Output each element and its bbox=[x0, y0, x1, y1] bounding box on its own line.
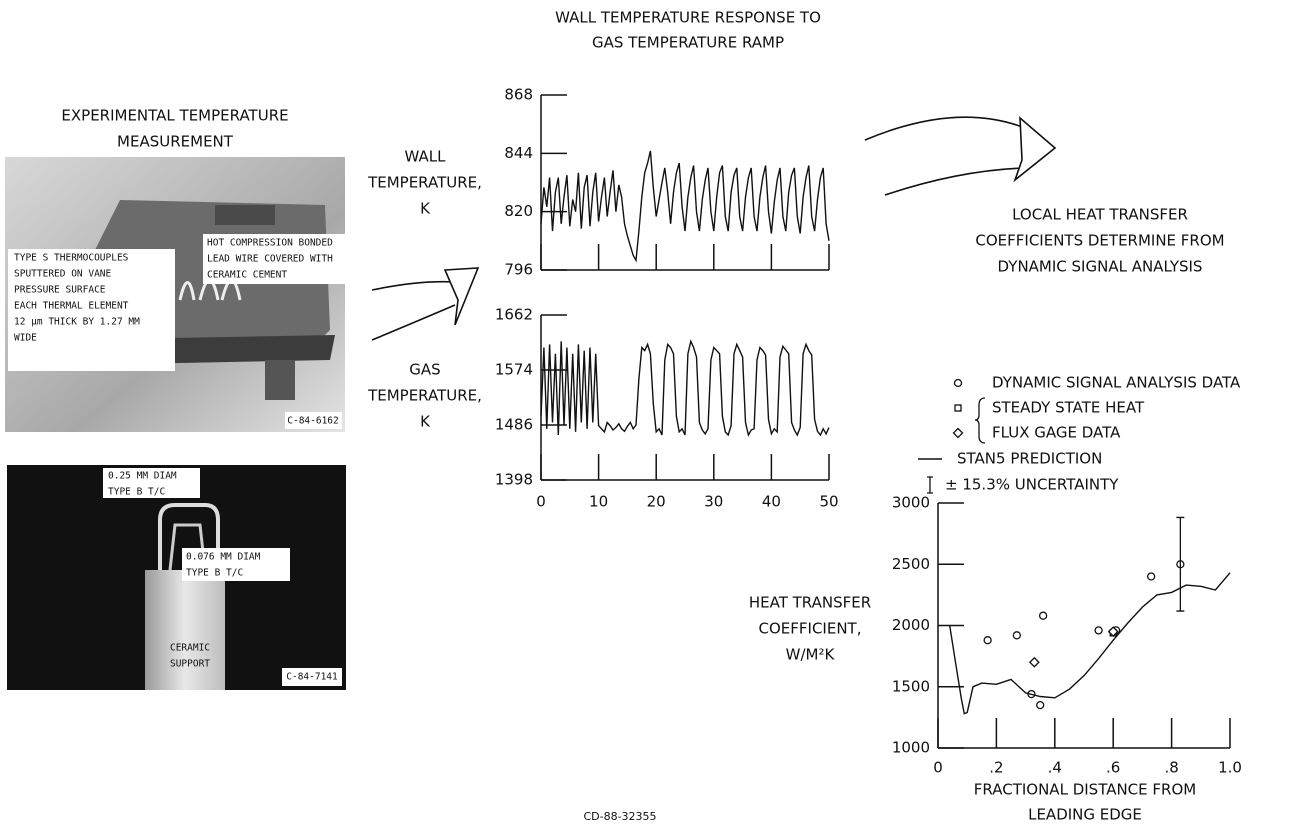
data-line bbox=[541, 151, 829, 260]
photo-label: SPUTTERED ON VANE bbox=[14, 269, 112, 280]
photo-label: 12 μm THICK BY 1.27 MM bbox=[14, 317, 140, 328]
marker-circle bbox=[984, 637, 991, 644]
y-axis-label: K bbox=[420, 200, 431, 218]
y-tick-label: 2000 bbox=[892, 616, 930, 634]
photo-label: LEAD WIRE COVERED WITH bbox=[207, 254, 333, 265]
y-tick-label: 1486 bbox=[495, 416, 533, 434]
y-axis-label: WALL bbox=[405, 148, 447, 166]
x-tick-label: 40 bbox=[762, 493, 781, 511]
figure: EXPERIMENTAL TEMPERATURE MEASUREMENT LOCAL… bbox=[0, 0, 1293, 827]
panel-title: EXPERIMENTAL TEMPERATURE bbox=[61, 107, 288, 125]
y-axis-label: K bbox=[420, 413, 431, 431]
photo-label: PRESSURE SURFACE bbox=[14, 285, 106, 296]
panel-title: MEASUREMENT bbox=[117, 133, 234, 151]
note: DYNAMIC SIGNAL ANALYSIS bbox=[998, 258, 1203, 276]
photo-label: TYPE S THERMOCOUPLES bbox=[14, 253, 129, 264]
photo-label: TYPE B T/C bbox=[108, 487, 165, 498]
marker-circle bbox=[1148, 573, 1155, 580]
photo-label: CERAMIC CEMENT bbox=[207, 270, 287, 281]
y-tick-label: 868 bbox=[504, 86, 533, 104]
y-axis-label: W/M²K bbox=[786, 646, 836, 664]
x-tick-label: 30 bbox=[704, 493, 723, 511]
y-tick-label: 820 bbox=[504, 202, 533, 220]
x-tick-label: .6 bbox=[1106, 759, 1120, 777]
marker-circle bbox=[1037, 702, 1044, 709]
photo-label: 0.076 MM DIAM bbox=[186, 552, 261, 563]
legend-label: STEADY STATE HEAT bbox=[992, 399, 1145, 417]
note: LOCAL HEAT TRANSFER bbox=[1012, 206, 1188, 224]
y-tick-label: 1500 bbox=[892, 677, 930, 695]
y-tick-label: 1662 bbox=[495, 306, 533, 324]
legend-label: FLUX GAGE DATA bbox=[992, 424, 1121, 442]
legend-label: STAN5 PREDICTION bbox=[957, 450, 1102, 468]
y-tick-label: 1398 bbox=[495, 471, 533, 489]
x-axis-label: FRACTIONAL DISTANCE FROM bbox=[974, 781, 1196, 799]
figure-id: CD-88-32355 bbox=[583, 810, 656, 823]
y-tick-label: 1000 bbox=[892, 739, 930, 757]
x-tick-label: 10 bbox=[589, 493, 608, 511]
photo-id: C-84-7141 bbox=[286, 672, 338, 683]
y-axis-label: TEMPERATURE, bbox=[367, 387, 482, 405]
legend-label: DYNAMIC SIGNAL ANALYSIS DATA bbox=[992, 374, 1241, 392]
y-axis-label: TEMPERATURE, bbox=[367, 174, 482, 192]
legend-symbol bbox=[954, 429, 963, 438]
marker-circle bbox=[1013, 632, 1020, 639]
chart-title: GAS TEMPERATURE RAMP bbox=[592, 34, 784, 52]
x-tick-label: 0 bbox=[933, 759, 943, 777]
photo-thermocouple bbox=[7, 465, 346, 690]
marker-circle bbox=[1095, 627, 1102, 634]
photo-id: C-84-6162 bbox=[287, 416, 338, 427]
x-tick-label: .8 bbox=[1164, 759, 1178, 777]
y-axis-label: HEAT TRANSFER bbox=[749, 594, 871, 612]
y-tick-label: 3000 bbox=[892, 494, 930, 512]
y-tick-label: 844 bbox=[504, 144, 533, 162]
y-tick-label: 1574 bbox=[495, 361, 533, 379]
x-tick-label: 50 bbox=[819, 493, 838, 511]
x-tick-label: .2 bbox=[989, 759, 1003, 777]
chart-title: WALL TEMPERATURE RESPONSE TO bbox=[555, 9, 821, 27]
photo-label: EACH THERMAL ELEMENT bbox=[14, 301, 129, 312]
legend-symbol bbox=[955, 380, 962, 387]
legend-brace bbox=[975, 398, 985, 443]
x-tick-label: 20 bbox=[647, 493, 666, 511]
legend-label: ± 15.3% UNCERTAINTY bbox=[945, 476, 1119, 494]
legend-symbol bbox=[955, 405, 961, 411]
photo-label: HOT COMPRESSION BONDED bbox=[207, 238, 333, 249]
note: COEFFICIENTS DETERMINE FROM bbox=[975, 232, 1224, 250]
photo-label: SUPPORT bbox=[170, 659, 210, 670]
y-tick-label: 2500 bbox=[892, 555, 930, 573]
y-axis-label: GAS bbox=[409, 361, 440, 379]
marker-diamond bbox=[1030, 658, 1039, 667]
photo-label: TYPE B T/C bbox=[186, 568, 243, 579]
data-line bbox=[541, 341, 829, 435]
y-axis-label: COEFFICIENT, bbox=[759, 620, 862, 638]
legend-symbol bbox=[927, 477, 933, 493]
x-axis-label: LEADING EDGE bbox=[1028, 806, 1142, 824]
marker-circle bbox=[1040, 612, 1047, 619]
y-tick-label: 796 bbox=[504, 261, 533, 279]
x-tick-label: .4 bbox=[1048, 759, 1062, 777]
prediction-line bbox=[950, 573, 1230, 714]
photo-label: 0.25 MM DIAM bbox=[108, 471, 177, 482]
photo-label: WIDE bbox=[14, 333, 37, 344]
x-tick-label: 1.0 bbox=[1218, 759, 1242, 777]
photo-label: CERAMIC bbox=[170, 643, 210, 654]
x-tick-label: 0 bbox=[536, 493, 546, 511]
